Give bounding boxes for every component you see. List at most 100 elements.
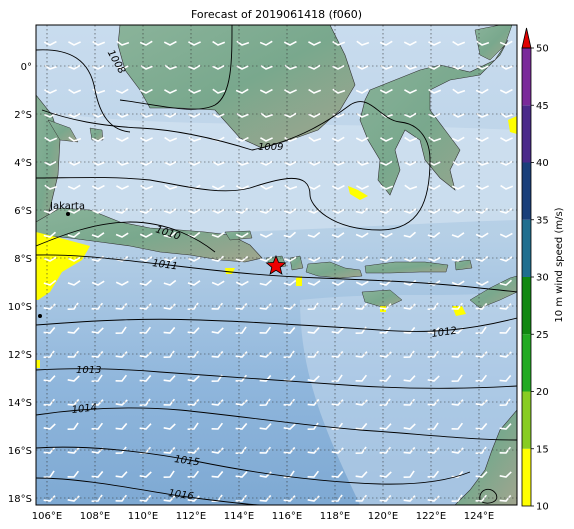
lat-tick: 14°S	[8, 398, 32, 409]
wind-barb	[43, 423, 56, 430]
wind-barb	[43, 303, 56, 310]
wind-barb	[43, 350, 55, 358]
lon-tick: 114°E	[224, 511, 254, 522]
wind-barb	[307, 184, 321, 190]
wind-barb	[67, 256, 81, 262]
wind-barb	[428, 41, 441, 46]
wind-barb	[163, 231, 177, 238]
map-area: 1008 1009 1010 1011 1012 1013 1014 1015 …	[36, 25, 517, 505]
map-frame	[35, 24, 518, 506]
lat-tick: 16°S	[8, 446, 32, 457]
wind-barb	[331, 184, 345, 190]
wind-barb	[403, 231, 417, 238]
lon-tick: 112°E	[176, 511, 206, 522]
wind-barb	[139, 423, 152, 430]
wind-barb	[235, 374, 248, 382]
graticule	[36, 25, 517, 505]
wind-barb	[235, 399, 248, 406]
wind-barb	[308, 88, 322, 94]
wind-barb	[163, 112, 177, 118]
wind-barb	[379, 303, 392, 310]
wind-barb	[404, 184, 418, 190]
wind-barb	[283, 160, 297, 166]
wind-barb	[188, 161, 201, 166]
wind-barb	[308, 136, 322, 142]
wind-barb	[500, 112, 514, 118]
wind-barb	[236, 65, 249, 70]
wind-barb	[91, 327, 104, 334]
wind-barb	[187, 64, 201, 70]
wind-barb	[379, 279, 393, 286]
wind-barb	[115, 446, 127, 454]
wind-barb	[283, 303, 296, 310]
wind-barb	[115, 494, 128, 502]
wind-barb	[163, 350, 175, 358]
wind-barb	[115, 399, 128, 406]
wind-barb	[163, 326, 176, 334]
wind-barb	[284, 64, 298, 70]
wind-barb	[212, 40, 226, 46]
wind-barb	[92, 88, 106, 94]
wind-barb	[355, 374, 368, 382]
wind-barb	[259, 279, 273, 286]
wind-barb	[259, 303, 272, 310]
wind-barb	[115, 280, 129, 286]
wind-barb	[356, 112, 370, 118]
wind-barb	[235, 446, 247, 454]
wind-barb	[211, 208, 225, 214]
wind-barb	[283, 326, 296, 334]
wind-barb	[283, 398, 296, 406]
wind-barb	[211, 422, 224, 430]
wind-barb	[67, 495, 80, 502]
wind-barbs	[43, 40, 514, 502]
wind-barb	[43, 398, 56, 406]
wind-barb	[451, 422, 464, 430]
wind-barb	[451, 280, 465, 286]
wind-barb	[380, 184, 394, 190]
wind-barb	[116, 112, 130, 118]
wind-barb	[43, 208, 57, 214]
wind-barb	[332, 113, 345, 118]
wind-barb	[403, 398, 416, 406]
wind-barb	[115, 136, 129, 142]
wind-barb	[259, 232, 273, 238]
wind-barb	[475, 422, 488, 430]
wind-barb	[163, 495, 176, 502]
wind-barb	[356, 160, 370, 166]
wind-barb	[283, 446, 296, 454]
wind-barb	[236, 40, 250, 46]
wind-barb	[260, 137, 273, 142]
wind-barb	[212, 113, 225, 118]
jakarta-dot	[66, 212, 70, 216]
wind-barb	[308, 41, 321, 46]
wind-barb	[140, 112, 154, 118]
isobar-1014	[36, 407, 517, 441]
colorbar-tick-label: 10	[536, 502, 549, 513]
wind-barb	[427, 495, 440, 502]
wind-barb	[499, 351, 512, 358]
wind-barb	[211, 374, 223, 382]
wind-barb	[259, 398, 271, 406]
wind-barb	[356, 185, 369, 190]
colorbar-band	[522, 448, 531, 506]
wind-barb	[476, 160, 490, 166]
wind-barb	[43, 112, 57, 118]
wind-barb	[403, 446, 416, 454]
wind-barb	[163, 208, 177, 214]
wind-barb	[427, 447, 440, 454]
wind-barb	[91, 208, 105, 214]
wind-barb	[259, 494, 272, 502]
wind-barb	[260, 64, 274, 70]
wind-barb	[403, 256, 417, 262]
wind-barb	[475, 88, 489, 94]
wind-barb	[307, 208, 321, 214]
wind-barb	[187, 208, 201, 214]
wind-barb	[236, 185, 249, 190]
wind-barb	[163, 303, 176, 310]
isobar-label-1013: 1013	[76, 365, 101, 376]
wind-barb	[355, 351, 368, 358]
wind-barb	[307, 375, 320, 382]
wind-barb	[355, 136, 369, 142]
wind-barb	[451, 494, 463, 502]
wind-barb	[356, 65, 369, 70]
